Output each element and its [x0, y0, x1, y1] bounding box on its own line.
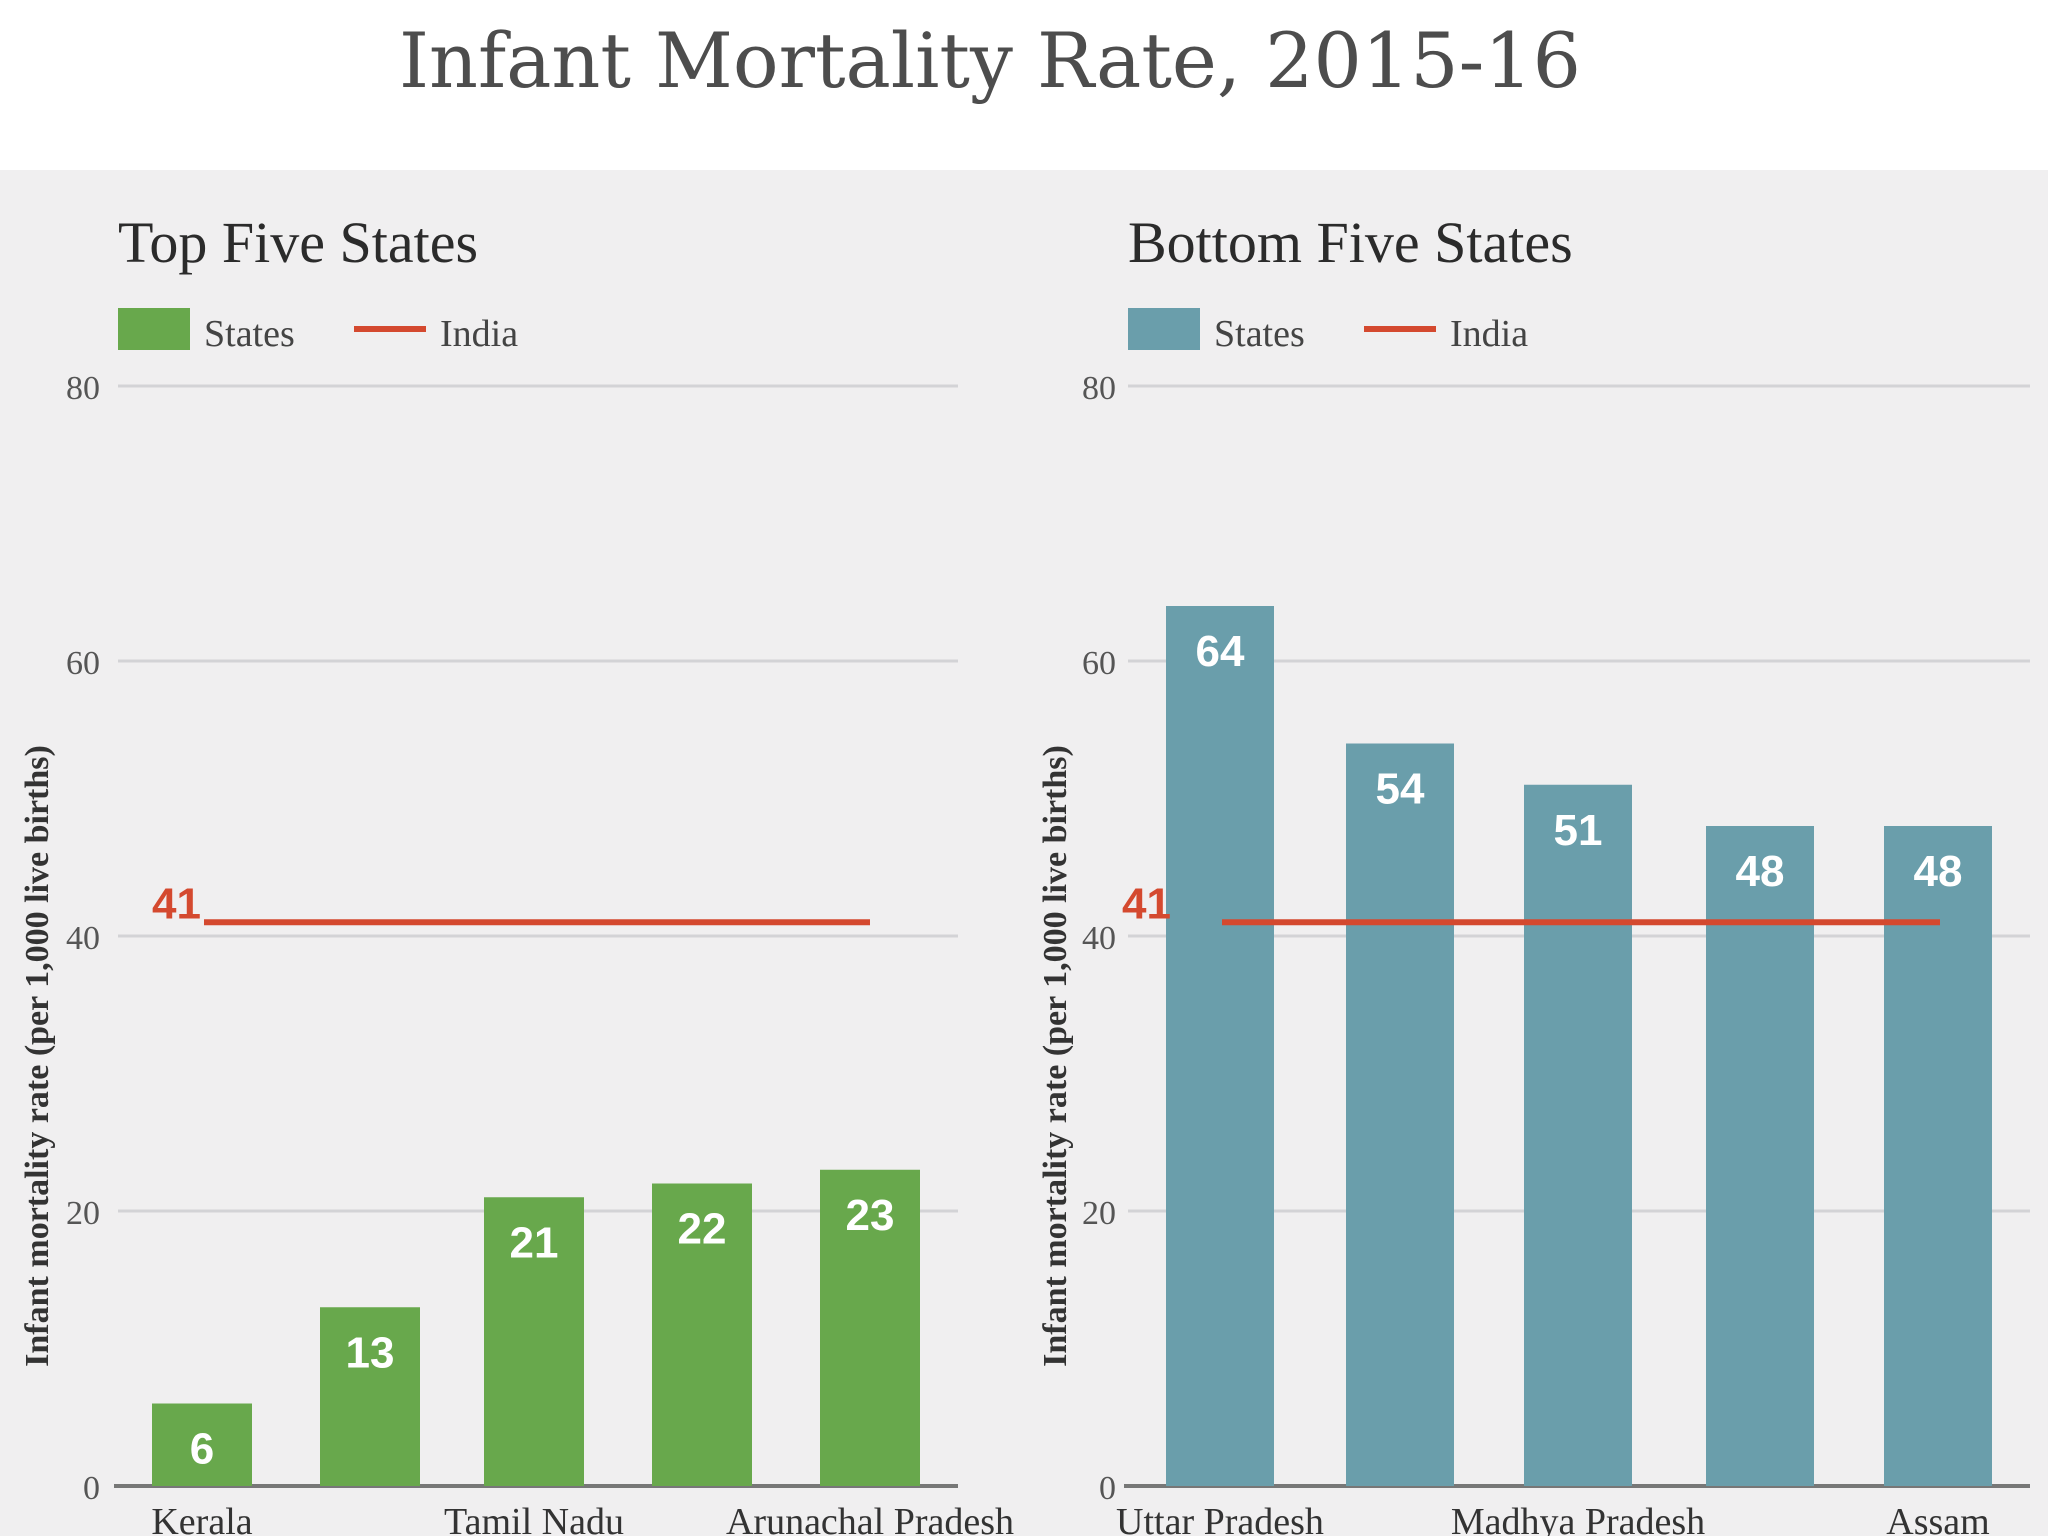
bar-value-label: 21	[510, 1218, 559, 1267]
bar-value-label: 51	[1554, 806, 1603, 855]
y-tick-label: 40	[1082, 920, 1116, 957]
bar	[320, 1307, 420, 1486]
legend-states-label: States	[1214, 313, 1305, 355]
bar-value-label: 54	[1376, 765, 1425, 814]
legend-states-label: States	[204, 313, 295, 355]
bar	[1706, 826, 1814, 1486]
x-category-label: Arunachal Pradesh	[726, 1501, 1014, 1536]
x-category-label: Assam	[1886, 1501, 1989, 1536]
bar-value-label: 23	[846, 1191, 895, 1240]
legend-states-swatch	[1128, 308, 1200, 350]
bar-value-label: 13	[346, 1328, 395, 1377]
x-category-label: Uttar Pradesh	[1116, 1501, 1324, 1536]
y-tick-label: 20	[1082, 1195, 1116, 1232]
x-category-label: Tamil Nadu	[444, 1501, 624, 1536]
bar-value-label: 64	[1196, 627, 1245, 676]
bar-value-label: 6	[190, 1425, 214, 1474]
y-tick-label: 40	[66, 920, 100, 957]
y-axis-label: Infant mortality rate (per 1,000 live bi…	[19, 745, 56, 1367]
y-axis-label: Infant mortality rate (per 1,000 live bi…	[1037, 745, 1074, 1367]
chart-title: Bottom Five States	[1128, 210, 1573, 275]
x-category-label: Kerala	[151, 1501, 252, 1536]
bar	[820, 1169, 920, 1486]
bar	[1884, 826, 1992, 1486]
bar	[484, 1197, 584, 1486]
bar	[1166, 606, 1274, 1486]
bar	[1346, 743, 1454, 1486]
y-tick-label: 60	[66, 645, 100, 682]
india-reference-label: 41	[152, 879, 201, 928]
bar-value-label: 48	[1914, 847, 1963, 896]
bar	[652, 1183, 752, 1486]
y-tick-label: 80	[1082, 370, 1116, 407]
y-tick-label: 60	[1082, 645, 1116, 682]
y-tick-label: 20	[66, 1195, 100, 1232]
y-tick-label: 0	[1099, 1470, 1116, 1507]
bar-value-label: 22	[678, 1205, 727, 1254]
bar	[1524, 784, 1632, 1486]
y-tick-label: 0	[83, 1470, 100, 1507]
bar	[152, 1403, 252, 1486]
india-reference-label: 41	[1122, 879, 1171, 928]
bar-value-label: 48	[1736, 847, 1785, 896]
y-tick-label: 80	[66, 370, 100, 407]
legend-states-swatch	[118, 308, 190, 350]
chart-title: Top Five States	[118, 210, 478, 275]
x-category-label: Madhya Pradesh	[1451, 1501, 1705, 1536]
legend-india-label: India	[1450, 313, 1528, 355]
legend-india-label: India	[440, 313, 518, 355]
page-title: Infant Mortality Rate, 2015-16	[399, 16, 1581, 105]
